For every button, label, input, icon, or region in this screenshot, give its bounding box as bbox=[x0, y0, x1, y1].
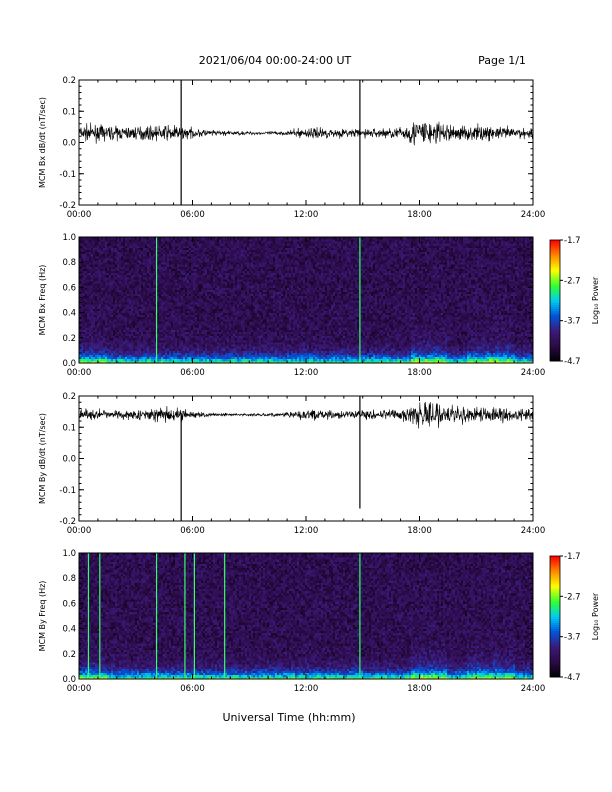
x-tick-label: 24:00 bbox=[521, 210, 546, 220]
y-tick-label: 0.1 bbox=[62, 107, 76, 117]
x-tick-label: 18:00 bbox=[407, 210, 432, 220]
waveform-trace bbox=[79, 122, 533, 146]
y-tick-label: 0.2 bbox=[62, 76, 76, 86]
plots: 0.20.10.0-0.1-0.200:00 06:00 12:00 18:00 24:… bbox=[38, 76, 600, 694]
panel-2: 1.00.80.60.40.20.000:00 06:00 12:00 18:00 24… bbox=[38, 233, 600, 378]
x-tick-label: 06:00 bbox=[180, 210, 205, 220]
page-number: Page 1/1 bbox=[478, 54, 526, 67]
panel-1: 0.20.10.0-0.1-0.200:00 06:00 12:00 18:00 24:… bbox=[38, 76, 545, 220]
page-title: 2021/06/04 00:00-24:00 UT bbox=[199, 54, 352, 67]
x-tick-label: 12:00 bbox=[294, 210, 319, 220]
x-tick-label: 00:00 bbox=[67, 210, 92, 220]
y-tick-label: 0.0 bbox=[62, 139, 76, 149]
plot-frame bbox=[79, 80, 533, 205]
y-axis-label: MCM Bx dB/dt (nT/sec) bbox=[38, 97, 47, 188]
y-tick-label: -0.1 bbox=[59, 170, 76, 180]
spectrogram bbox=[79, 237, 533, 363]
